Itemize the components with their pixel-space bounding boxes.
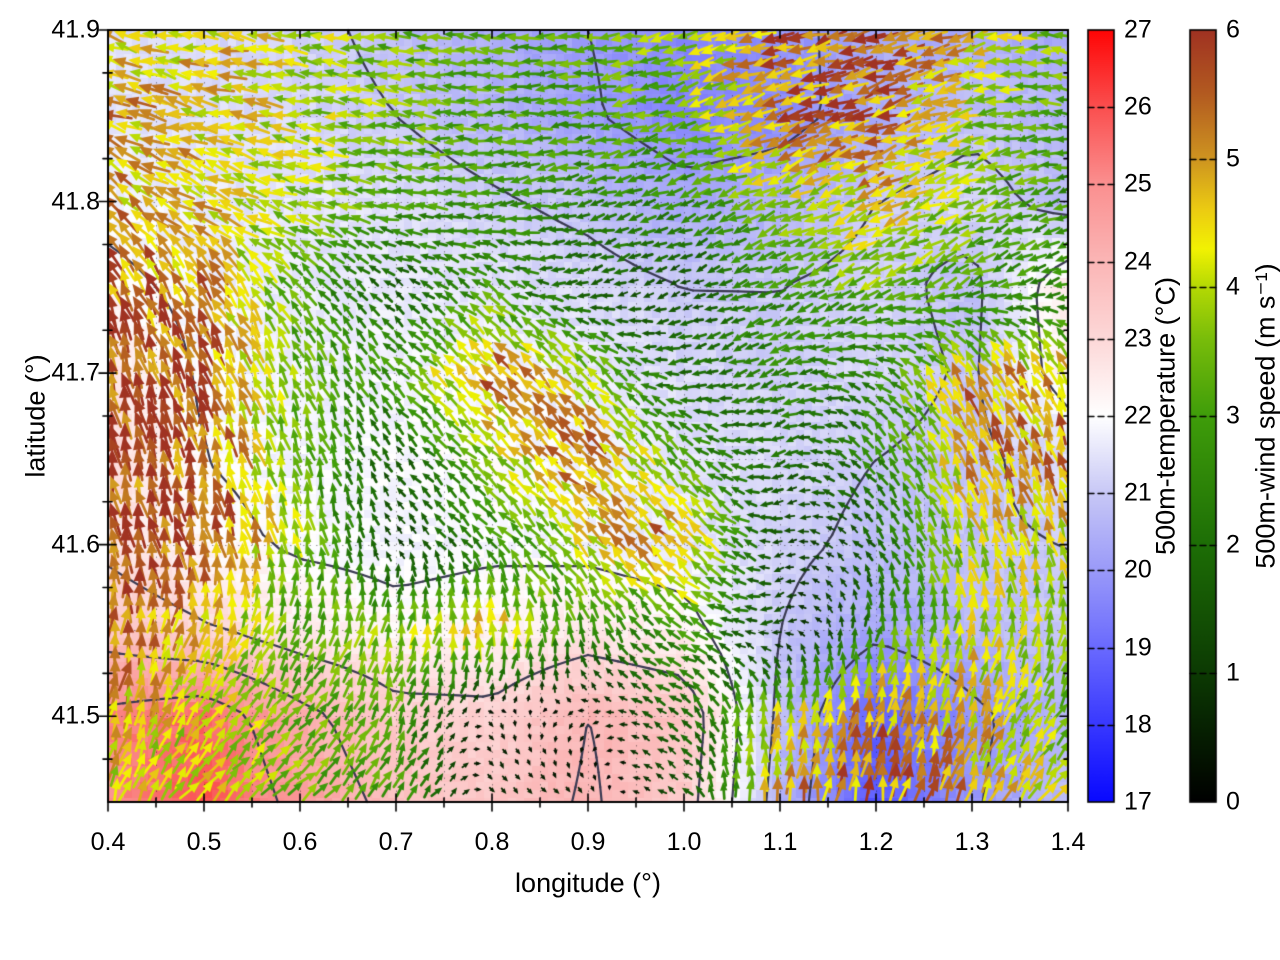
temperature-colorbar-tick-label: 27 [1124,15,1152,44]
x-tick-label: 0.6 [282,828,318,856]
temperature-colorbar-tick-label: 18 [1124,710,1152,739]
temperature-colorbar-tick-label: 17 [1124,787,1152,816]
y-tick-label: 41.5 [51,701,100,730]
wind-speed-colorbar-tick-label: 0 [1226,787,1240,816]
y-tick-label: 41.7 [51,358,100,387]
temperature-colorbar-tick-label: 23 [1124,324,1152,353]
y-tick-label: 41.9 [51,15,100,44]
wind-speed-colorbar-tick-label: 6 [1226,15,1240,44]
x-tick-label: 1.4 [1050,828,1086,856]
x-tick-label: 1.3 [954,828,990,856]
x-axis-title: longitude (°) [515,868,661,898]
temperature-colorbar-title: 500m-temperature (°C) [1150,277,1181,555]
temperature-colorbar-tick-label: 20 [1124,555,1152,584]
temperature-colorbar-tick-label: 22 [1124,401,1152,430]
x-tick-label: 1.1 [762,828,798,856]
x-tick-label: 0.9 [570,828,606,856]
wind-speed-colorbar-tick-label: 5 [1226,144,1240,173]
wind-speed-colorbar-tick-label: 2 [1226,530,1240,559]
x-tick-label: 1.0 [666,828,702,856]
x-tick-label: 0.4 [90,828,126,856]
y-tick-label: 41.8 [51,187,100,216]
x-tick-label: 0.8 [474,828,510,856]
x-tick-label: 0.7 [378,828,414,856]
x-tick-label: 1.2 [858,828,894,856]
wind-speed-colorbar-tick-label: 4 [1226,272,1240,301]
wind-speed-colorbar-tick-label: 1 [1226,658,1240,687]
wind-speed-colorbar-tick-label: 3 [1226,401,1240,430]
temperature-colorbar-tick-label: 21 [1124,478,1152,507]
x-tick-label: 0.5 [186,828,222,856]
y-tick-label: 41.6 [51,530,100,559]
temperature-colorbar-tick-label: 19 [1124,633,1152,662]
temperature-colorbar-tick-label: 26 [1124,92,1152,121]
wind-speed-colorbar-title: 500m-wind speed (m s⁻¹) [1250,263,1280,569]
y-axis-title: latitude (°) [20,354,51,478]
temperature-colorbar-tick-label: 25 [1124,169,1152,198]
temperature-colorbar-tick-label: 24 [1124,247,1152,276]
